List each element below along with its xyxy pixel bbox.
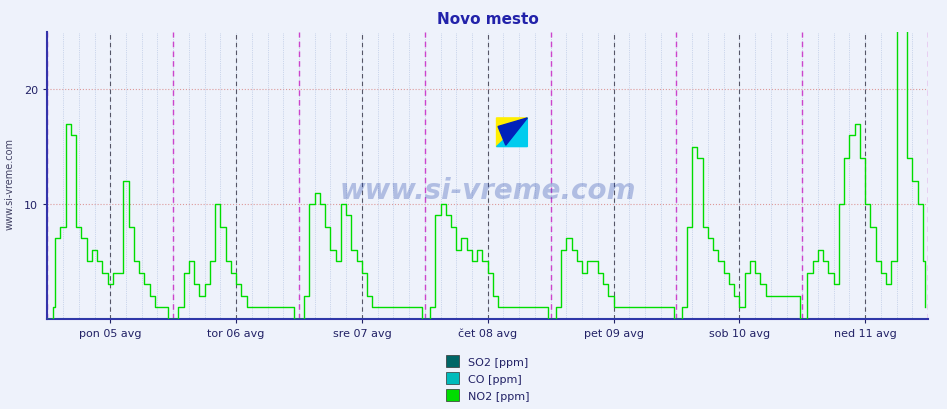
Legend: SO2 [ppm], CO [ppm], NO2 [ppm]: SO2 [ppm], CO [ppm], NO2 [ppm] — [441, 351, 534, 405]
Text: www.si-vreme.com: www.si-vreme.com — [5, 138, 15, 230]
Title: Novo mesto: Novo mesto — [437, 12, 539, 27]
Polygon shape — [496, 119, 527, 147]
Polygon shape — [496, 119, 527, 147]
Polygon shape — [498, 119, 527, 146]
Text: www.si-vreme.com: www.si-vreme.com — [339, 176, 636, 204]
